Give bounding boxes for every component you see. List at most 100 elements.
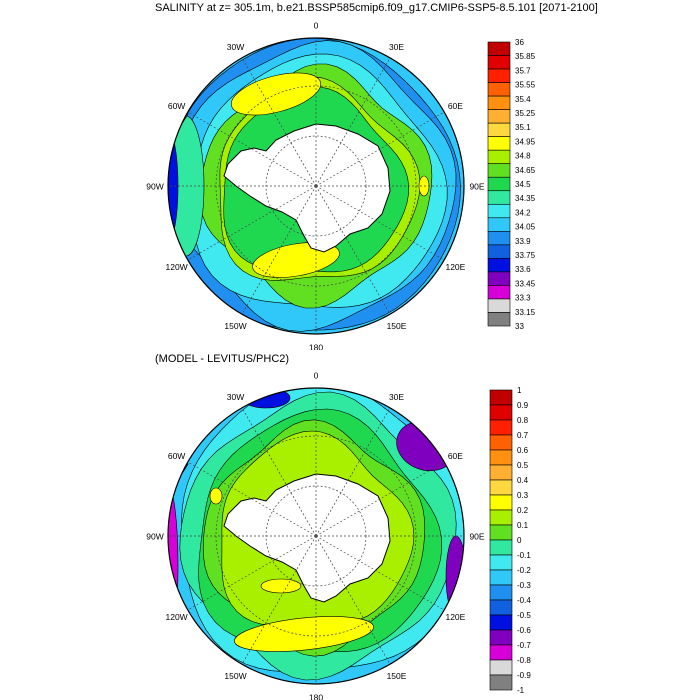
colorbar-label: 0 xyxy=(517,536,522,545)
longitude-label: 60W xyxy=(168,451,185,461)
graticule xyxy=(168,388,464,684)
longitude-label: 90E xyxy=(469,532,484,542)
antarctica-land xyxy=(223,123,391,253)
colorbar-label: -0.4 xyxy=(517,596,531,605)
longitude-labels: 0 30E 60E 90E 120E 150E 180 150W 120W 90W 60W 30W xyxy=(146,371,485,700)
colorbar-label: 33.3 xyxy=(515,294,531,303)
longitude-label: 30E xyxy=(389,392,404,402)
colorbar-label: 36 xyxy=(515,38,524,47)
colorbar-label: 0.3 xyxy=(517,491,529,500)
salinity-map-panel: 0 30E 60E 90E 120E 150E 180 150W 120W 90W 60W 30W 36… xyxy=(146,21,536,351)
colorbar-swatch xyxy=(487,231,511,246)
colorbar-swatch xyxy=(487,217,511,232)
colorbar-label: 33.75 xyxy=(515,251,536,260)
longitude-label: 150E xyxy=(387,321,407,331)
colorbar-label: -0.9 xyxy=(517,671,531,680)
longitude-label: 30W xyxy=(227,42,244,52)
longitude-label: 60E xyxy=(448,101,463,111)
colorbar-swatch xyxy=(489,644,513,661)
longitude-label: 30W xyxy=(227,392,244,402)
longitude-label: 120E xyxy=(445,262,465,272)
colorbar-swatch xyxy=(489,419,513,436)
colorbar-label: 35.55 xyxy=(515,81,536,90)
colorbar-label: 35.4 xyxy=(515,95,531,104)
longitude-label: 60E xyxy=(448,451,463,461)
colorbar-swatch xyxy=(489,524,513,541)
colorbar-swatch xyxy=(489,539,513,556)
colorbar-label: 34.35 xyxy=(515,194,536,203)
colorbar-label: -0.5 xyxy=(517,611,531,620)
colorbar-swatch xyxy=(487,55,511,70)
longitude-label: 180 xyxy=(309,693,323,700)
antarctica-land xyxy=(223,473,391,603)
colorbar-swatch xyxy=(487,312,511,327)
colorbar-label: 33.6 xyxy=(515,265,531,274)
colorbar-label: 0.5 xyxy=(517,461,529,470)
colorbar-swatch xyxy=(487,203,511,219)
map-body xyxy=(167,387,465,685)
colorbar-label: 33.45 xyxy=(515,279,536,288)
colorbar-label: 0.6 xyxy=(517,446,529,455)
colorbar-label: 35.25 xyxy=(515,109,536,118)
colorbar-swatch xyxy=(489,554,513,571)
longitude-label: 120E xyxy=(445,612,465,622)
colorbar-swatch xyxy=(489,389,513,406)
colorbar-swatch xyxy=(487,95,511,110)
colorbar-label: 0.8 xyxy=(517,416,529,425)
contour-blob xyxy=(168,485,179,647)
colorbar-swatch xyxy=(489,509,513,526)
colorbar-label: 35.1 xyxy=(515,123,531,132)
colorbar-label: 0.9 xyxy=(517,401,529,410)
colorbar-label: 34.2 xyxy=(515,208,531,217)
longitude-label: 120W xyxy=(165,262,187,272)
longitude-label: 150W xyxy=(224,671,246,681)
colorbar-label: 35.85 xyxy=(515,52,536,61)
colorbar-swatch xyxy=(489,449,513,466)
contour-blob xyxy=(241,388,291,409)
colorbar-swatch xyxy=(489,434,513,451)
colorbar-swatch xyxy=(487,244,511,259)
colorbar-label: 33 xyxy=(515,322,524,331)
colorbar-label: -0.2 xyxy=(517,566,531,575)
colorbar-swatch xyxy=(487,298,511,313)
longitude-label: 150E xyxy=(387,671,407,681)
colorbar-label: 34.5 xyxy=(515,180,531,189)
colorbar-swatch xyxy=(489,614,513,631)
colorbar-label: -0.1 xyxy=(517,551,531,560)
colorbar-swatch xyxy=(489,569,513,586)
colorbar-label: 0.2 xyxy=(517,506,529,515)
map-border xyxy=(167,387,465,685)
difference-map-panel: 0 30E 60E 90E 120E 150E 180 150W 120W 90W 60W 30W 1 0… xyxy=(146,371,531,700)
colorbar-swatch xyxy=(487,176,511,192)
longitude-label: 120W xyxy=(165,612,187,622)
colorbar-swatch xyxy=(487,163,511,178)
colorbar-label: -0.7 xyxy=(517,641,531,650)
colorbar-swatch xyxy=(487,68,511,83)
contour-blob xyxy=(260,578,302,594)
colorbar-swatch xyxy=(489,674,513,691)
colorbar-label: 34.65 xyxy=(515,166,536,175)
longitude-label: 0 xyxy=(314,21,319,31)
colorbar-swatch xyxy=(489,584,513,601)
colorbar-swatch xyxy=(489,629,513,646)
longitude-label: 90W xyxy=(146,532,163,542)
colorbar-swatch xyxy=(489,479,513,496)
colorbar-swatch xyxy=(487,41,511,56)
colorbar-label: -1 xyxy=(517,686,525,695)
map-body xyxy=(167,37,465,335)
longitude-label: 30E xyxy=(389,42,404,52)
longitude-label: 180 xyxy=(309,343,323,351)
colorbar-label: 33.9 xyxy=(515,237,531,246)
colorbar-swatch xyxy=(489,404,513,421)
colorbar-label: -0.3 xyxy=(517,581,531,590)
colorbar-label: 1 xyxy=(517,386,522,395)
colorbar-label: -0.8 xyxy=(517,656,531,665)
colorbar-label: 34.05 xyxy=(515,223,536,232)
colorbar-label: 0.4 xyxy=(517,476,529,485)
colorbar-label: 34.95 xyxy=(515,137,536,146)
colorbar-swatch xyxy=(487,136,511,151)
graticule xyxy=(168,38,464,334)
longitude-label: 0 xyxy=(314,371,319,381)
colorbar-swatch xyxy=(487,109,511,124)
longitude-label: 150W xyxy=(224,321,246,331)
